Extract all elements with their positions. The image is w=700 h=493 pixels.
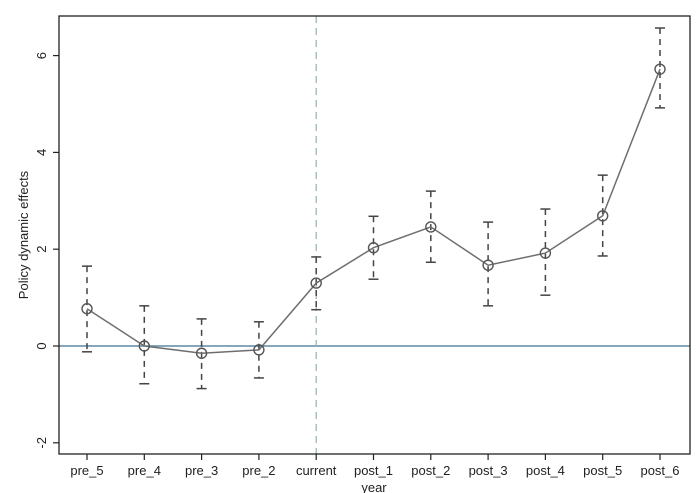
error-bar-pre_5 — [82, 265, 92, 353]
x-tick-label-pre_4: pre_4 — [128, 463, 161, 478]
x-tick-label-post_3: post_3 — [469, 463, 508, 478]
x-tick-label-post_2: post_2 — [411, 463, 450, 478]
series-line — [86, 68, 661, 355]
x-tick-label-pre_3: pre_3 — [185, 463, 218, 478]
x-tick-label-post_1: post_1 — [354, 463, 393, 478]
y-tick-label: 2 — [34, 246, 49, 253]
y-axis-title: Policy dynamic effects — [16, 170, 31, 299]
marker-post_6 — [654, 63, 666, 75]
error-bar-post_3 — [483, 221, 494, 307]
error-bar-pre_2 — [253, 321, 264, 379]
y-tick-label: 0 — [34, 342, 49, 349]
marker-post_4 — [539, 247, 552, 259]
y-tick-label: 6 — [34, 52, 49, 59]
marker-post_3 — [482, 259, 494, 271]
error-bar-post_4 — [540, 208, 551, 296]
marker-pre_3 — [195, 347, 208, 359]
x-tick-label-post_4: post_4 — [526, 463, 565, 478]
effects-line — [86, 68, 661, 355]
error-bar-post_6 — [655, 27, 665, 109]
x-tick-label-pre_2: pre_2 — [242, 463, 275, 478]
marker-post_1 — [367, 242, 380, 254]
x-tick-label-pre_5: pre_5 — [70, 463, 103, 478]
error-bar-post_5 — [597, 174, 608, 257]
y-axis: -2 0 2 4 6 — [34, 52, 59, 449]
data-point-markers — [81, 63, 666, 359]
error-bar-pre_4 — [139, 305, 150, 385]
x-tick-label-post_5: post_5 — [583, 463, 622, 478]
y-tick-label: -2 — [34, 437, 49, 449]
reference-lines — [59, 16, 690, 454]
marker-current — [310, 277, 322, 289]
plot-border — [58, 15, 691, 455]
x-tick-label-current: current — [296, 463, 337, 478]
error-bar-post_1 — [368, 215, 379, 280]
y-tick-label: 4 — [34, 149, 49, 156]
x-tick-label-post_6: post_6 — [640, 463, 679, 478]
plot-frame — [58, 15, 691, 455]
marker-post_5 — [597, 210, 609, 222]
marker-pre_5 — [81, 303, 93, 315]
x-axis: pre_5 pre_4 pre_3 pre_2 current post_1 post_2 p… — [70, 454, 680, 478]
marker-post_2 — [425, 221, 437, 233]
x-axis-title: year — [361, 480, 387, 493]
confidence-intervals — [82, 27, 665, 390]
marker-pre_4 — [138, 340, 151, 352]
marker-pre_2 — [253, 344, 265, 356]
